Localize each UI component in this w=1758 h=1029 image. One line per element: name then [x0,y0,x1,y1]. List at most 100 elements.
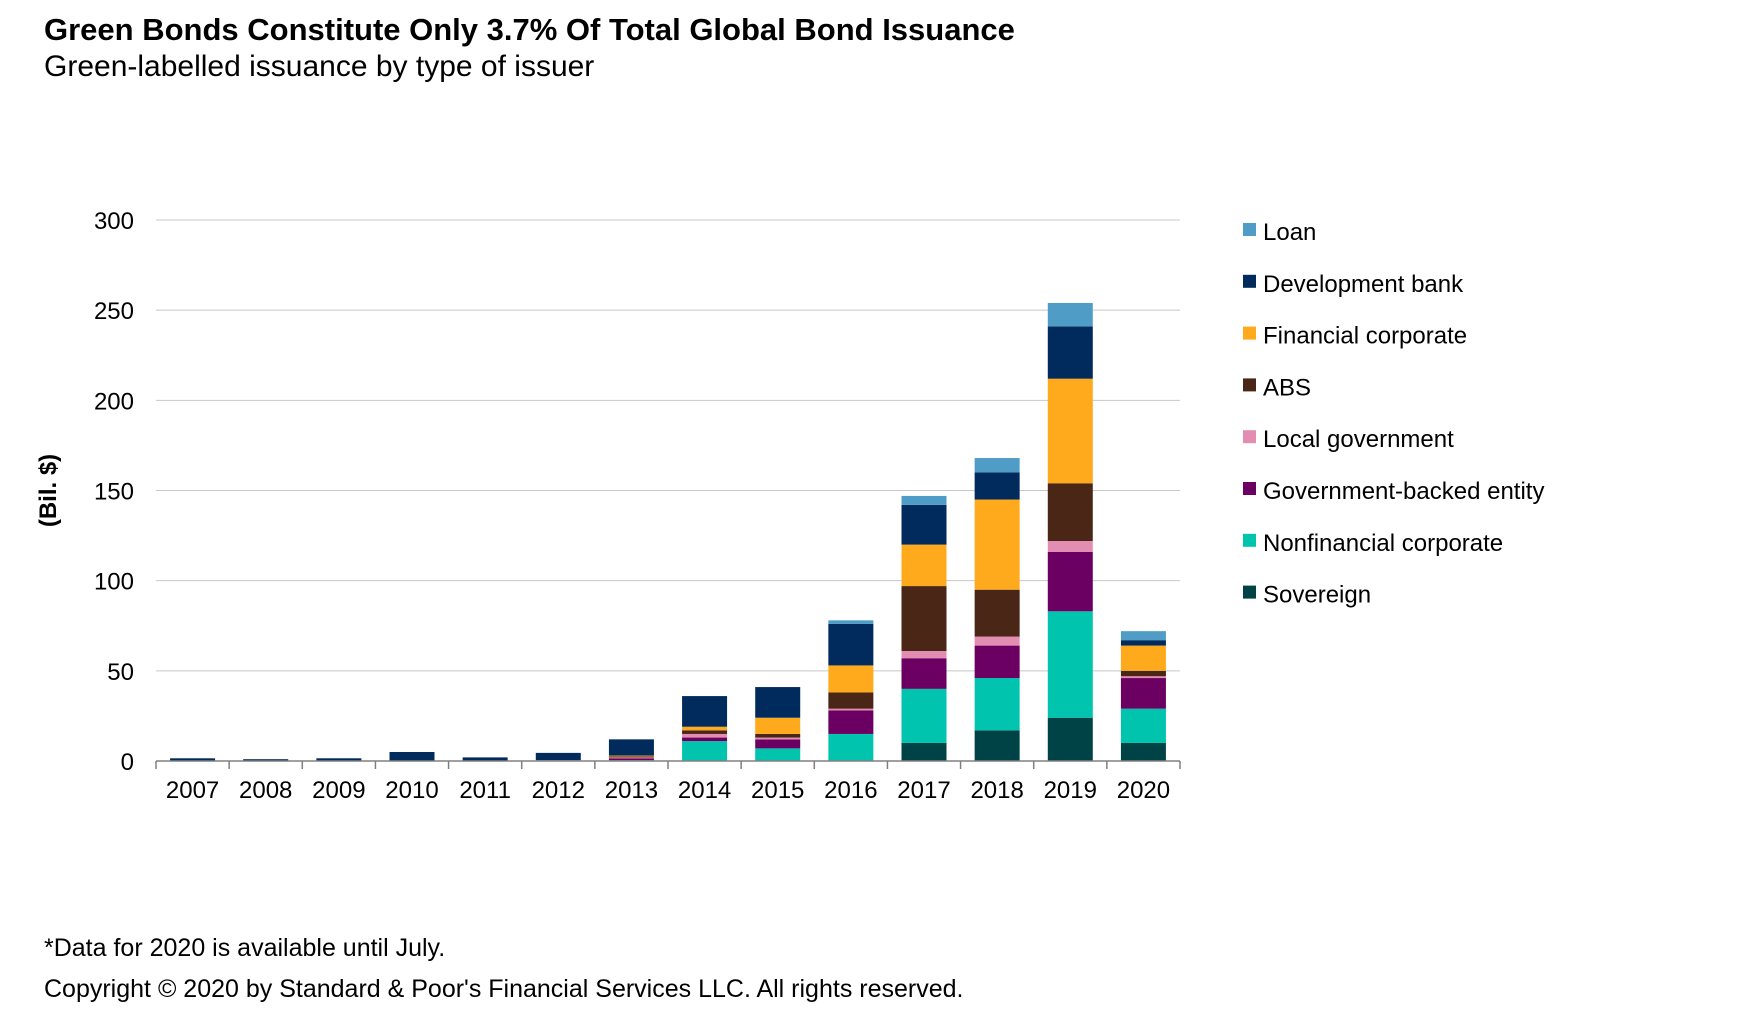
bar-financial-corporate-2014 [682,726,728,731]
bar-government-backed-entity-2017 [901,658,947,689]
bar-sovereign-2018 [974,730,1020,761]
bar-development-bank-2008 [243,759,289,761]
bar-development-bank-2009 [316,758,362,761]
bar-government-backed-entity-2015 [755,739,801,749]
x-tick-label: 2009 [312,777,365,804]
bar-local-government-2017 [901,650,947,659]
x-tick-label: 2015 [751,777,804,804]
bar-development-bank-2020 [1120,640,1166,646]
bar-local-government-2014 [682,733,728,738]
legend-swatch-local-government [1243,430,1256,444]
legend-swatch-abs [1243,378,1256,392]
bar-local-government-2019 [1047,540,1093,552]
legend-label-nonfinancial-corporate: Nonfinancial corporate [1263,530,1503,557]
bar-nonfinancial-corporate-2015 [755,748,801,761]
x-tick-label: 2019 [1044,777,1097,804]
x-tick-label: 2010 [385,777,438,804]
legend-swatch-sovereign [1243,585,1256,599]
legend-label-government-backed-entity: Government-backed entity [1263,478,1544,505]
y-tick-label: 200 [94,388,134,415]
bar-loan-2020 [1120,631,1166,641]
bar-development-bank-2017 [901,504,947,545]
bar-development-bank-2016 [828,623,874,666]
bar-development-bank-2018 [974,472,1020,500]
legend-label-development-bank: Development bank [1263,271,1464,298]
bar-development-bank-2013 [608,739,654,756]
bar-abs-2013 [608,756,654,758]
x-tick-label: 2020 [1117,777,1170,804]
bar-local-government-2016 [828,708,874,711]
bar-sovereign-2019 [1047,717,1093,761]
x-tick-label: 2007 [166,777,219,804]
bar-sovereign-2020 [1120,742,1166,761]
bar-local-government-2015 [755,737,801,740]
bar-local-government-2020 [1120,676,1166,679]
legend-swatch-government-backed-entity [1243,482,1256,495]
legend-swatch-nonfinancial-corporate [1243,533,1256,547]
bar-financial-corporate-2018 [974,499,1020,590]
legend-label-loan: Loan [1263,219,1316,246]
bar-financial-corporate-2017 [901,544,947,587]
bar-financial-corporate-2020 [1120,645,1166,671]
bar-development-bank-2010 [389,751,435,761]
bar-financial-corporate-2015 [755,717,801,734]
y-tick-label: 50 [107,659,134,686]
bar-loan-2017 [901,495,947,505]
bar-financial-corporate-2019 [1047,378,1093,484]
bar-government-backed-entity-2019 [1047,551,1093,612]
y-tick-label: 150 [94,479,134,506]
bar-loan-2019 [1047,302,1093,327]
x-tick-label: 2008 [239,777,292,804]
x-tick-label: 2011 [459,777,511,804]
y-tick-label: 300 [94,208,134,235]
legend-swatch-loan [1243,223,1256,236]
bar-development-bank-2014 [682,696,728,727]
y-tick-label: 250 [94,298,134,325]
y-tick-label: 0 [121,749,134,776]
bar-abs-2020 [1120,670,1166,677]
bar-abs-2019 [1047,483,1093,541]
bar-abs-2018 [974,589,1020,637]
legend-label-financial-corporate: Financial corporate [1263,323,1467,350]
bar-abs-2016 [828,692,874,709]
y-tick-label: 100 [94,569,134,596]
bar-sovereign-2017 [901,742,947,761]
bar-government-backed-entity-2020 [1120,678,1166,709]
y-axis-label: (Bil. $) [35,454,62,527]
chart-subtitle: Green-labelled issuance by type of issue… [44,50,595,83]
bar-government-backed-entity-2018 [974,645,1020,679]
bar-development-bank-2019 [1047,326,1093,379]
bar-development-bank-2007 [170,758,216,761]
bar-abs-2015 [755,733,801,738]
bar-nonfinancial-corporate-2014 [682,741,728,761]
bar-abs-2017 [901,586,947,651]
x-tick-label: 2013 [605,777,658,804]
legend-label-sovereign: Sovereign [1263,582,1371,609]
x-tick-label: 2014 [678,777,731,804]
bar-financial-corporate-2016 [828,665,874,693]
x-tick-label: 2018 [970,777,1023,804]
bar-government-backed-entity-2016 [828,710,874,734]
bar-local-government-2013 [608,757,654,759]
legend-label-local-government: Local government [1263,426,1454,453]
legend-swatch-development-bank [1243,274,1256,288]
bar-development-bank-2012 [535,752,581,761]
bar-local-government-2018 [974,636,1020,646]
bar-abs-2014 [682,730,728,734]
chart-title: Green Bonds Constitute Only 3.7% Of Tota… [44,12,1015,47]
legend-swatch-financial-corporate [1243,326,1256,340]
x-tick-label: 2016 [824,777,877,804]
bar-nonfinancial-corporate-2016 [828,733,874,761]
legend-label-abs: ABS [1263,374,1311,401]
bar-nonfinancial-corporate-2017 [901,688,947,743]
bar-government-backed-entity-2014 [682,737,728,742]
x-tick-label: 2012 [532,777,585,804]
bar-government-backed-entity-2013 [608,758,654,761]
bar-loan-2018 [974,458,1020,473]
bar-nonfinancial-corporate-2018 [974,678,1020,731]
copyright-notice: Copyright © 2020 by Standard & Poor's Fi… [44,975,964,1003]
bar-loan-2016 [828,620,874,624]
x-tick-label: 2017 [897,777,950,804]
bar-development-bank-2015 [755,687,801,718]
footnote: *Data for 2020 is available until July. [44,934,446,962]
